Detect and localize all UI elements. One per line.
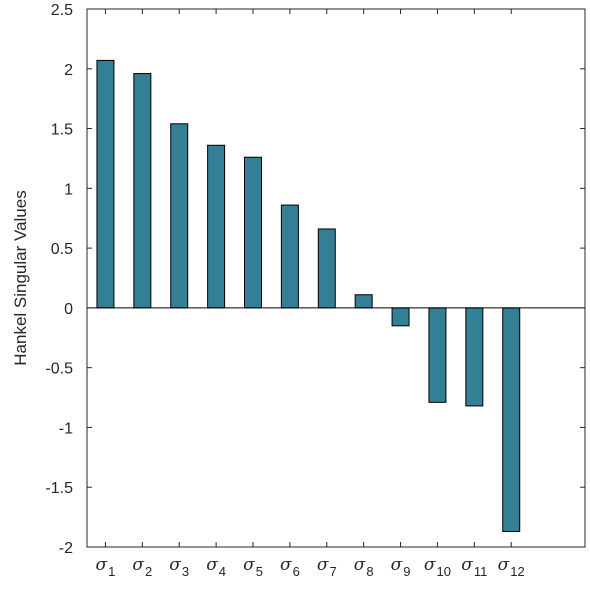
bar-sigma-7 — [317, 228, 336, 309]
y-tick-group: -2 -1.5 -1 -0.5 0 0.5 1 1.5 2 2.5 — [45, 2, 585, 557]
x-tick-label-sigma-5: σ5 — [243, 555, 263, 579]
x-tick-label-sigma-4: σ4 — [206, 555, 226, 579]
bar-sigma-6 — [280, 204, 299, 309]
bar-sigma-9 — [391, 307, 410, 327]
bar-sigma-1 — [96, 59, 115, 309]
y-tick-label: -1 — [59, 420, 73, 437]
x-tick-label-sigma-11: σ11 — [461, 555, 487, 579]
y-tick-label: 2 — [64, 62, 73, 79]
y-tick-label: -0.5 — [45, 361, 73, 378]
bar-sigma-8 — [354, 294, 373, 309]
x-tick-label-sigma-1: σ1 — [96, 555, 116, 579]
y-tick-label: 1.5 — [51, 122, 73, 139]
x-tick-label-sigma-8: σ8 — [354, 555, 374, 579]
axes-frame — [86, 8, 586, 548]
bar-sigma-10 — [428, 307, 447, 403]
bar-sigma-3 — [170, 123, 189, 309]
axes-box — [86, 8, 586, 548]
y-tick-label: 2.5 — [51, 2, 73, 19]
x-tick-label-sigma-2: σ2 — [132, 555, 152, 579]
bar-sigma-12 — [502, 307, 521, 532]
plot-background — [87, 9, 585, 547]
bar-sigma-11 — [465, 307, 484, 407]
bars-group — [96, 59, 521, 532]
bar-sigma-4 — [207, 144, 226, 309]
x-tick-label-sigma-12: σ12 — [498, 555, 525, 579]
y-tick-label: 1 — [64, 181, 73, 198]
y-tick-label: -1.5 — [45, 480, 73, 497]
y-tick-label: -2 — [59, 540, 73, 557]
x-tick-label-sigma-10: σ10 — [424, 555, 451, 579]
bar-sigma-5 — [244, 156, 262, 309]
y-tick-label: 0 — [64, 301, 73, 318]
x-tick-label-sigma-3: σ3 — [169, 555, 189, 579]
bar-sigma-2 — [133, 73, 152, 309]
x-tick-label-sigma-6: σ6 — [280, 555, 300, 579]
y-tick-label: 0.5 — [51, 241, 73, 258]
x-tick-group: σ1 σ2 σ3 σ4 σ5 σ6 σ7 σ8 σ9 σ10 σ11 σ12 — [96, 9, 525, 579]
plot-area — [87, 9, 585, 547]
x-tick-label-sigma-7: σ7 — [317, 555, 337, 579]
x-tick-label-sigma-9: σ9 — [391, 555, 411, 579]
y-axis-title: Hankel Singular Values — [11, 190, 30, 365]
